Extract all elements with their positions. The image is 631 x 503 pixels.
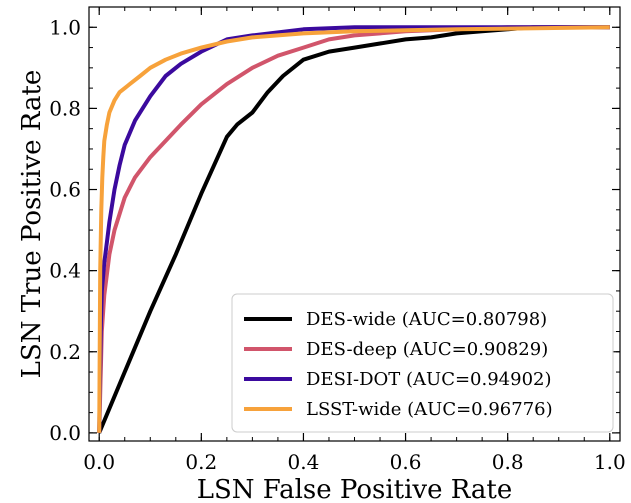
y-tick-label: 0.0 (49, 421, 81, 445)
x-tick-label: 1.0 (594, 450, 626, 474)
y-tick-label: 0.6 (49, 178, 81, 202)
y-axis-label: LSN True Positive Rate (17, 70, 47, 379)
x-tick-label: 0.8 (492, 450, 524, 474)
x-tick-label: 0.0 (83, 450, 115, 474)
y-tick-label: 1.0 (49, 15, 81, 39)
series-line-2 (97, 25, 610, 433)
axis-ticks: 0.0 0.2 0.4 0.6 0.8 1.0 0.0 0.2 0.4 0.6 0.8 1.0 (49, 7, 626, 474)
x-axis-label: LSN False Positive Rate (197, 475, 513, 503)
series-line-4 (97, 25, 610, 433)
plot-lines (97, 25, 610, 434)
y-tick-label: 0.4 (49, 259, 81, 283)
y-tick-label: 0.8 (49, 96, 81, 120)
legend-label: DES-wide (AUC=0.80798) (306, 309, 547, 330)
x-tick-label: 0.6 (390, 450, 422, 474)
legend: DES-wide (AUC=0.80798) DES-deep (AUC=0.90… (231, 293, 614, 433)
legend-label: DES-deep (AUC=0.90829) (306, 339, 548, 360)
legend-label: LSST-wide (AUC=0.96776) (306, 399, 553, 420)
x-tick-label: 0.4 (288, 450, 320, 474)
legend-box (231, 293, 614, 433)
x-tick-label: 0.2 (185, 450, 217, 474)
series-line-3 (97, 25, 610, 433)
y-tick-label: 0.2 (49, 340, 81, 364)
legend-label: DESI-DOT (AUC=0.94902) (306, 369, 552, 390)
